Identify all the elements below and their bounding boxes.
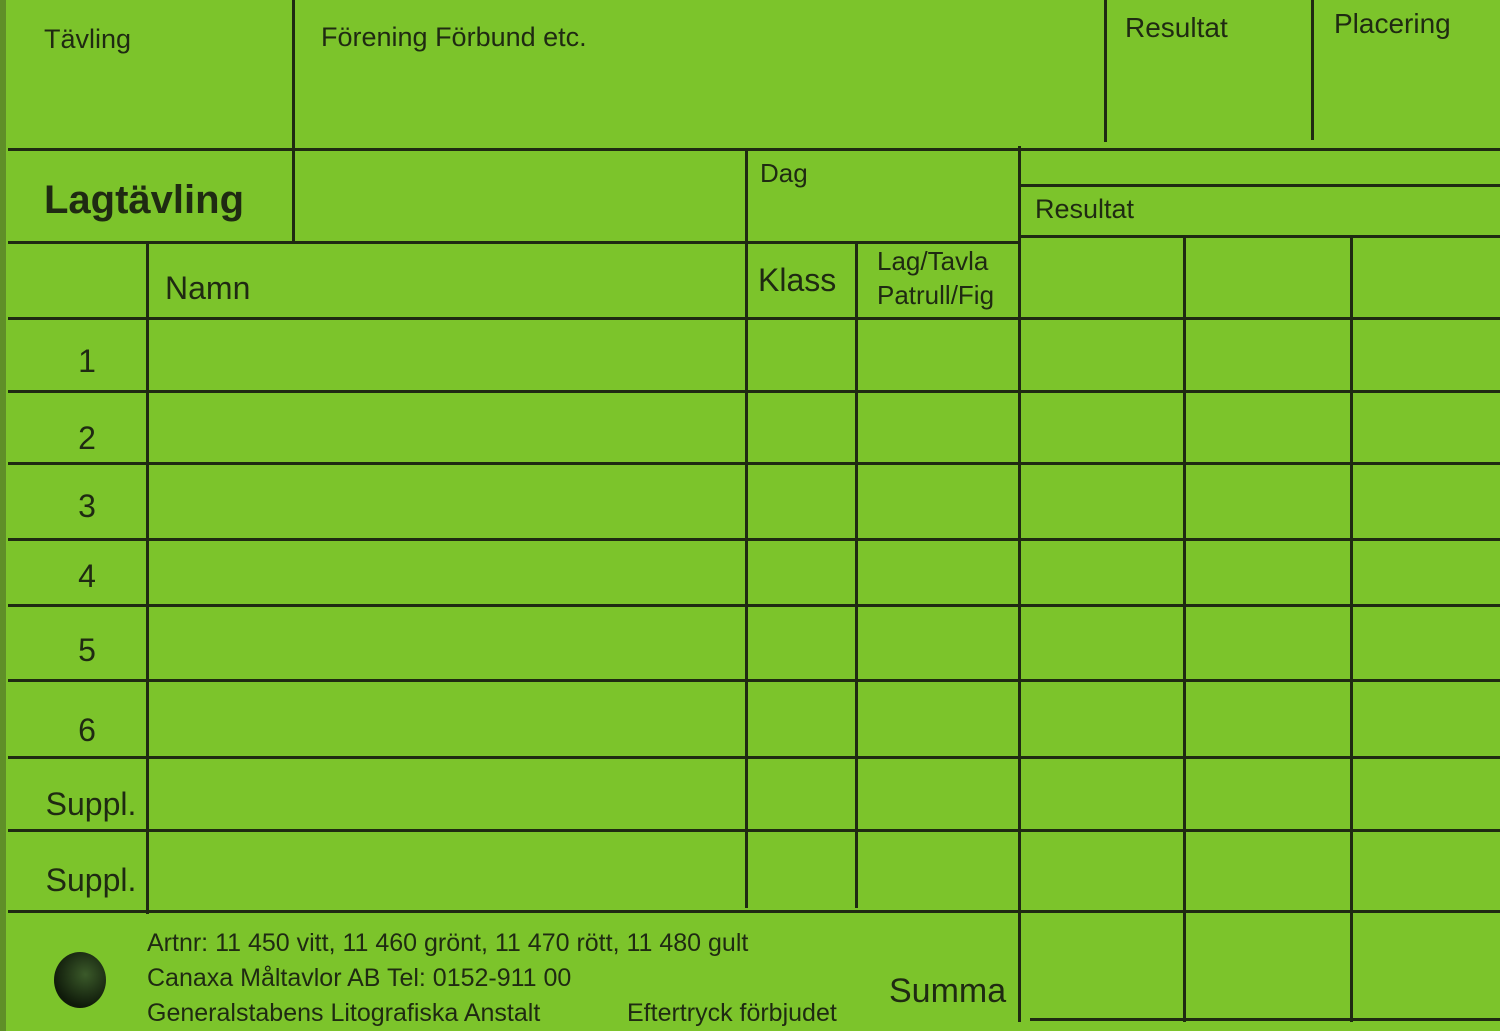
total-label: Summa: [889, 972, 1007, 1010]
row-label: 5: [78, 632, 96, 668]
placing-field-label: Placering: [1334, 8, 1451, 39]
class-column-header: Klass: [758, 262, 837, 298]
club-field-label: Förening Förbund etc.: [321, 22, 587, 52]
row-label: 4: [78, 558, 96, 594]
punch-hole: [54, 952, 106, 1008]
divider: [1018, 146, 1021, 1022]
divider: [1030, 1018, 1500, 1021]
row-divider: [8, 910, 1500, 913]
divider: [1350, 237, 1353, 1022]
row-label: Suppl.: [45, 862, 137, 898]
row-label: 2: [78, 420, 96, 456]
row-divider: [8, 604, 1500, 607]
team-target-column-header: Lag/Tavla: [877, 246, 989, 276]
divider: [292, 0, 295, 244]
divider: [1020, 184, 1500, 187]
row-label: 3: [78, 488, 96, 524]
day-field-label: Dag: [760, 158, 808, 188]
footer-copyright: Eftertryck förbjudet: [627, 999, 837, 1027]
competition-field-label: Tävling: [44, 24, 132, 54]
divider: [855, 243, 858, 908]
row-divider: [8, 538, 1500, 541]
patrol-fig-column-header: Patrull/Fig: [877, 280, 995, 310]
name-column-header: Namn: [165, 270, 251, 306]
row-label: 6: [78, 712, 96, 748]
divider: [8, 241, 1020, 244]
divider: [1104, 0, 1107, 142]
result-field-label: Resultat: [1125, 12, 1228, 43]
divider: [1183, 237, 1186, 1022]
divider: [1020, 235, 1500, 238]
row-divider: [8, 317, 1500, 320]
row-label: Suppl.: [45, 786, 137, 822]
row-divider: [8, 829, 1500, 832]
row-divider: [8, 756, 1500, 759]
divider: [146, 244, 149, 914]
divider: [745, 148, 748, 908]
row-label: 1: [78, 343, 96, 379]
divider: [8, 148, 1500, 151]
footer-printer: Generalstabens Litografiska Anstalt: [147, 999, 541, 1027]
row-divider: [8, 390, 1500, 393]
form-title: Lagtävling: [44, 178, 245, 222]
footer-company: Canaxa Måltavlor AB Tel: 0152-911 00: [147, 964, 572, 992]
footer-article-numbers: Artnr: 11 450 vitt, 11 460 grönt, 11 470…: [147, 929, 749, 957]
row-divider: [8, 462, 1500, 465]
row-divider: [8, 679, 1500, 682]
card-edge: [0, 0, 6, 1031]
result-section-label: Resultat: [1035, 194, 1135, 224]
divider: [1311, 0, 1314, 140]
